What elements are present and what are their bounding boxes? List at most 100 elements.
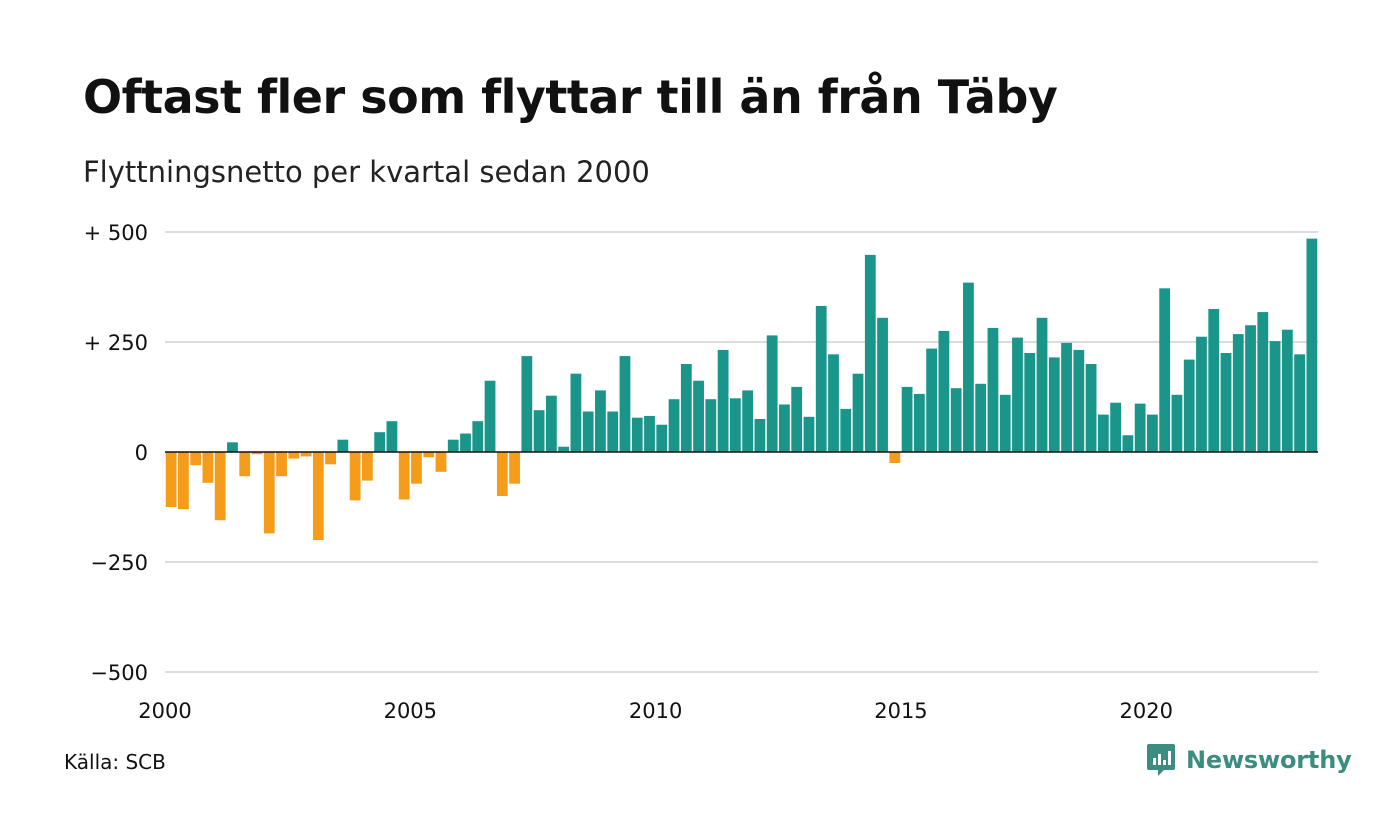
- bar-q93: [1294, 354, 1305, 452]
- bar-q27: [484, 380, 496, 452]
- bar-q50: [766, 335, 778, 452]
- bar-q82: [1159, 288, 1171, 452]
- bar-q78: [1110, 402, 1121, 452]
- bar-q25: [460, 433, 471, 452]
- bars: [165, 238, 1318, 540]
- bar-q89: [1245, 325, 1256, 452]
- bar-q9: [263, 452, 275, 534]
- bar-q72: [1036, 317, 1048, 452]
- bar-q79: [1122, 435, 1134, 452]
- bar-q5: [214, 452, 226, 521]
- bar-q71: [1024, 353, 1036, 452]
- bar-q49: [754, 419, 766, 452]
- y-tick-label: + 500: [84, 221, 148, 245]
- bar-q6: [227, 442, 238, 452]
- bar-q83: [1171, 394, 1183, 452]
- newsworthy-logo-icon: [1147, 744, 1175, 776]
- bar-q56: [840, 408, 852, 452]
- bar-q88: [1232, 334, 1244, 452]
- bar-q38: [619, 356, 631, 452]
- bar-q34: [570, 373, 582, 452]
- bar-q62: [913, 393, 925, 452]
- bar-q29: [509, 452, 520, 484]
- bar-q94: [1306, 238, 1318, 452]
- bar-q7: [239, 452, 251, 477]
- y-tick-label: 0: [135, 441, 148, 465]
- bar-q15: [337, 439, 349, 452]
- bar-q26: [472, 421, 484, 452]
- x-tick-label: 2020: [1120, 699, 1173, 723]
- bar-q22: [423, 452, 435, 458]
- bar-q41: [656, 424, 668, 452]
- bar-q44: [693, 380, 704, 452]
- bar-q67: [975, 383, 987, 452]
- bar-q48: [742, 390, 754, 452]
- bar-q46: [717, 349, 729, 452]
- y-tick-label: −500: [90, 661, 148, 685]
- bar-q17: [361, 452, 373, 481]
- bar-q64: [938, 331, 950, 452]
- bar-q86: [1208, 309, 1220, 452]
- chart-title: Oftast fler som flyttar till än från Täb…: [83, 70, 1058, 124]
- axes: + 500 + 250 0 −250 −500 2000 2005 2010 2015 2020: [84, 221, 1318, 723]
- bar-q52: [791, 386, 803, 452]
- brand-name: Newsworthy: [1186, 746, 1352, 774]
- bar-q2: [178, 452, 189, 510]
- bar-q90: [1257, 312, 1269, 452]
- chart-subtitle: Flyttningsnetto per kvartal sedan 2000: [83, 155, 650, 189]
- bar-q33: [558, 446, 570, 452]
- bar-q20: [398, 452, 410, 500]
- x-tick-label: 2000: [138, 699, 191, 723]
- bar-q14: [325, 452, 336, 465]
- bar-q65: [950, 388, 962, 452]
- bar-q40: [644, 415, 655, 452]
- x-tick-label: 2010: [629, 699, 682, 723]
- bar-q47: [729, 398, 741, 452]
- bar-q43: [680, 364, 692, 452]
- bar-q61: [901, 386, 913, 452]
- bar-q51: [779, 404, 790, 452]
- y-tick-label: + 250: [84, 331, 148, 355]
- bar-q8: [251, 452, 263, 455]
- bar-q85: [1196, 336, 1207, 452]
- bar-q45: [705, 399, 717, 452]
- x-tick-label: 2005: [384, 699, 437, 723]
- y-tick-label: −250: [90, 551, 148, 575]
- bar-q39: [631, 417, 643, 452]
- bar-q84: [1183, 359, 1195, 452]
- bar-q87: [1220, 353, 1232, 452]
- bar-q92: [1281, 329, 1293, 452]
- bar-q32: [545, 395, 557, 452]
- bar-q59: [877, 317, 888, 452]
- bar-q75: [1073, 349, 1085, 452]
- bar-q24: [447, 439, 459, 452]
- x-tick-label: 2015: [874, 699, 927, 723]
- bar-q11: [288, 452, 300, 459]
- bar-q70: [1012, 337, 1023, 452]
- gridlines: [165, 231, 1318, 673]
- bar-q68: [987, 327, 999, 452]
- bar-q28: [496, 452, 508, 496]
- bar-q63: [926, 348, 938, 452]
- bar-q35: [582, 411, 594, 452]
- bar-q73: [1048, 357, 1060, 452]
- bar-q10: [276, 452, 287, 477]
- bar-q31: [533, 410, 545, 452]
- bar-q18: [374, 432, 386, 452]
- bar-q12: [300, 452, 312, 457]
- bar-q21: [411, 452, 422, 484]
- bar-q36: [595, 390, 606, 452]
- bar-q57: [852, 373, 864, 452]
- bar-q30: [521, 356, 533, 452]
- bar-q42: [668, 399, 680, 452]
- bar-q74: [1061, 342, 1072, 452]
- source-note: Källa: SCB: [64, 750, 166, 774]
- bar-q4: [202, 452, 214, 483]
- bar-q58: [864, 254, 876, 452]
- bar-q76: [1085, 364, 1097, 452]
- brand-logo[interactable]: Newsworthy: [1146, 742, 1352, 778]
- bar-q91: [1269, 341, 1281, 452]
- bar-q3: [190, 452, 202, 466]
- bar-q66: [963, 282, 974, 452]
